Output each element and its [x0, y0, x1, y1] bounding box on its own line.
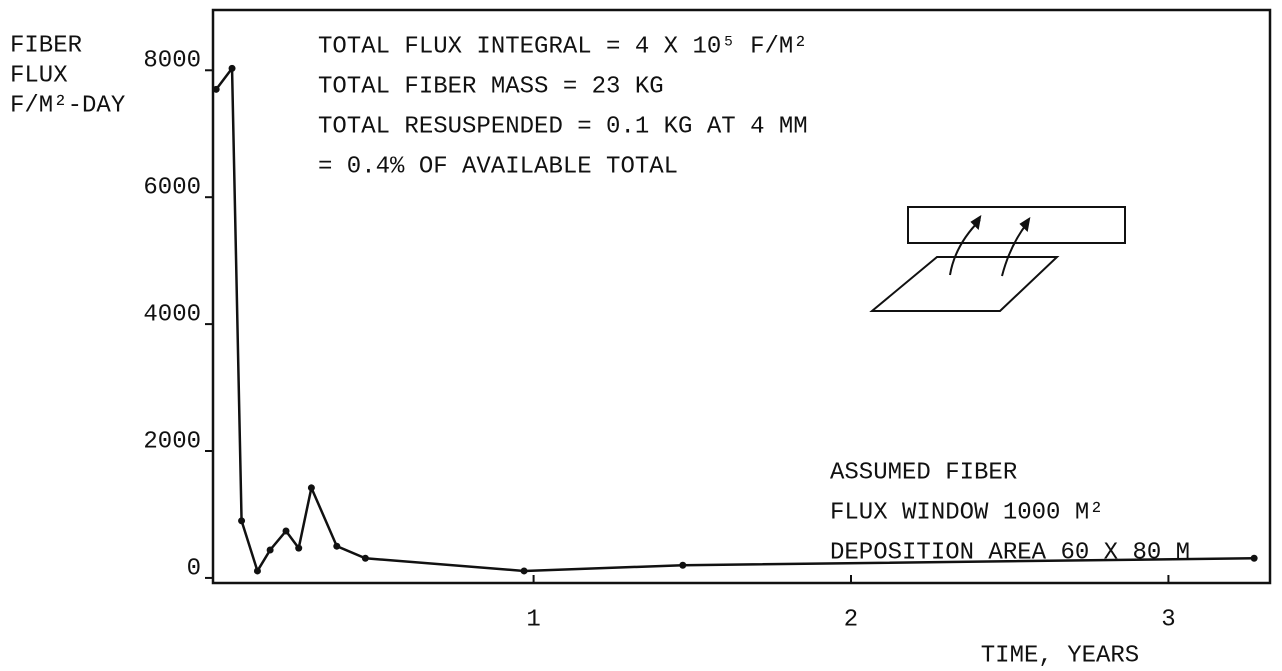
y-tick-label: 8000: [143, 48, 201, 75]
annotation: TOTAL RESUSPENDED = 0.1 KG AT 4 MM: [318, 113, 808, 140]
data-point: [520, 567, 528, 575]
data-point: [266, 546, 274, 554]
data-line: [215, 64, 1255, 574]
annotation: = 0.4% OF AVAILABLE TOTAL: [318, 153, 678, 180]
x-tick-label: 3: [1161, 606, 1175, 633]
annotation: TOTAL FIBER MASS = 23 KG: [318, 73, 664, 100]
annotation: TOTAL FLUX INTEGRAL = 4 X 10⁵ F/M²: [318, 33, 808, 60]
plot-frame: [211, 8, 1272, 585]
x-axis-label: TIME, YEARS: [981, 642, 1139, 669]
data-point: [212, 85, 220, 93]
data-point: [1250, 554, 1258, 562]
data-point: [679, 561, 687, 569]
y-tick-label: 2000: [143, 428, 201, 455]
data-point: [282, 527, 290, 535]
data-point: [295, 544, 303, 552]
data-point: [238, 517, 246, 525]
data-point: [228, 64, 236, 72]
y-axis-label: FLUX: [10, 62, 68, 89]
x-tick-label: 2: [844, 606, 858, 633]
x-tick-label: 1: [526, 606, 540, 633]
y-tick-label: 0: [187, 555, 201, 582]
data-point: [361, 554, 369, 562]
y-tick-label: 6000: [143, 175, 201, 202]
window-diagram: [869, 206, 1126, 312]
y-tick-label: 4000: [143, 301, 201, 328]
data-point: [253, 567, 261, 575]
y-axis-label: FIBER: [10, 32, 82, 59]
note: FLUX WINDOW 1000 M²: [830, 499, 1104, 526]
note: ASSUMED FIBER: [830, 459, 1017, 486]
data-point: [307, 484, 315, 492]
y-axis-label: F/M²-DAY: [10, 92, 125, 119]
data-point: [333, 542, 341, 550]
